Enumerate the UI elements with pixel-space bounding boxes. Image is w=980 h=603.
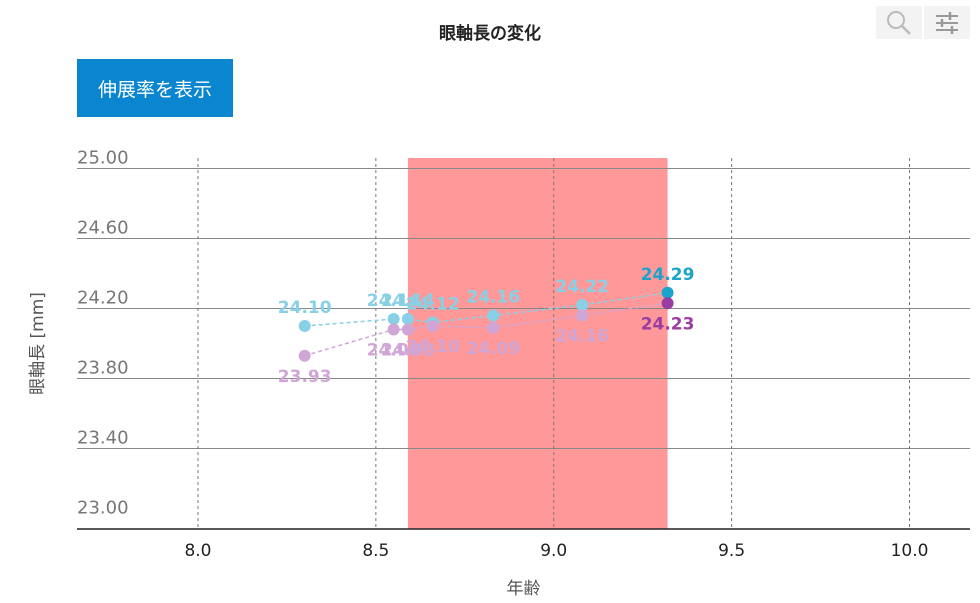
data-point [487,309,500,322]
y-tick-label: 23.00 [77,498,129,519]
data-point [298,349,311,362]
data-point [661,286,674,299]
data-label: 24.16 [555,327,609,347]
data-point [387,313,400,325]
show-growth-rate-button[interactable]: 伸展率を表示 [77,59,233,117]
x-tick-label: 8.0 [184,541,211,561]
data-label: 24.08 [381,341,435,361]
magnifier-icon [887,10,911,35]
y-tick-label: 24.20 [77,288,129,309]
data-point [576,299,589,311]
x-tick-label: 9.0 [540,541,567,561]
highlight-band [407,158,668,529]
data-point [576,309,589,322]
y-tick-label: 23.40 [77,428,129,449]
x-tick-label: 10.0 [891,541,929,561]
data-label: 24.10 [278,298,332,318]
data-point [661,297,674,310]
data-label: 24.10 [406,337,460,357]
x-axis-title: 年齢 [507,579,541,599]
data-label: 24.14 [367,291,421,311]
data-label: 24.23 [641,314,695,334]
data-label: 24.12 [406,295,460,315]
data-label: 24.09 [466,339,520,359]
data-label: 24.08 [367,341,421,361]
data-label: 24.16 [466,288,520,308]
y-tick-label: 25.00 [77,148,129,169]
y-tick-label: 24.60 [77,218,129,239]
chart-title: 眼軸長の変化 [439,24,541,44]
data-label: 23.93 [278,367,332,387]
x-tick-label: 8.5 [362,541,389,561]
data-point [426,320,439,332]
zoom-button[interactable] [876,6,922,39]
y-axis-title: 眼軸長 [mm] [28,292,48,395]
data-point [401,323,414,336]
y-tick-label: 23.80 [77,358,129,379]
x-tick-label: 9.5 [718,541,745,561]
data-point [387,323,400,336]
data-label: 24.14 [381,291,435,311]
sliders-icon [936,11,958,34]
data-point [487,321,500,334]
settings-button[interactable] [924,6,970,39]
data-point [401,313,414,325]
data-label: 24.22 [555,277,609,297]
data-point [298,320,311,332]
chart-toolbar [876,6,970,39]
data-label: 24.29 [641,265,695,285]
